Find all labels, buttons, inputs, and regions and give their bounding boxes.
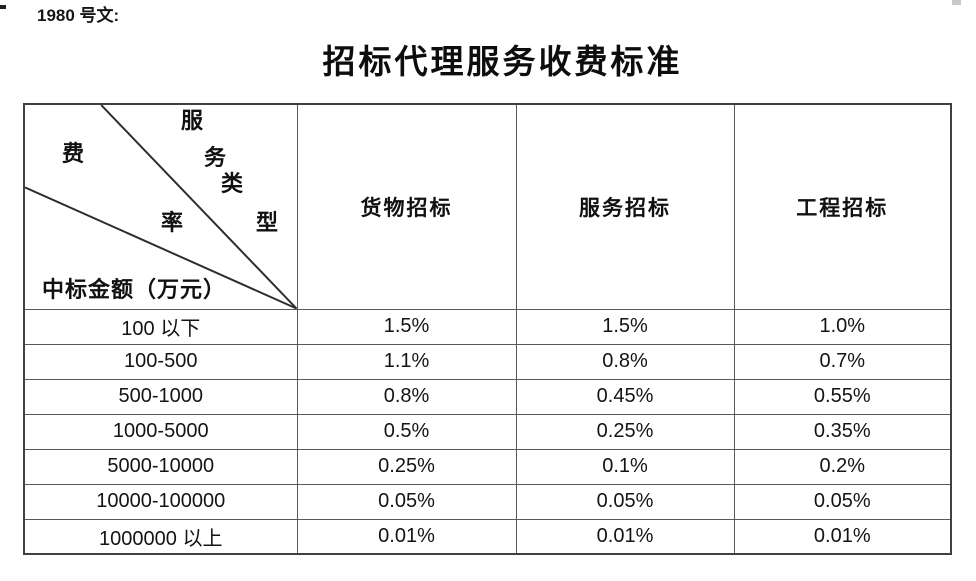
fee-cell: 0.25% (296, 448, 517, 485)
fee-cell: 0.45% (515, 378, 735, 415)
fee-cell: 0.01% (296, 518, 517, 555)
fee-cell: 0.1% (515, 448, 735, 485)
fee-cell: 1.1% (296, 343, 517, 380)
fee-cell: 0.2% (733, 448, 952, 485)
table-row: 5000-10000 0.25% 0.1% 0.2% (23, 448, 952, 485)
row-label: 100 以下 (23, 308, 298, 345)
row-label: 1000000 以上 (23, 518, 298, 555)
corner-label-type-char-4: 型 (255, 210, 279, 235)
fee-cell: 0.01% (733, 518, 952, 555)
doc-number: 1980 号文: (37, 6, 120, 25)
fee-cell: 1.5% (515, 308, 735, 345)
diagonal-corner-cell: 费 率 服 务 类 型 中标金额（万元） (23, 103, 298, 310)
table-header-row: 费 率 服 务 类 型 中标金额（万元） 货物招标 服务招标 工程招标 (23, 103, 952, 310)
row-label: 500-1000 (23, 378, 298, 415)
table-row: 500-1000 0.8% 0.45% 0.55% (23, 378, 952, 415)
fee-cell: 0.25% (515, 413, 735, 450)
column-header-works: 工程招标 (733, 103, 952, 310)
fee-cell: 0.01% (515, 518, 735, 555)
fee-cell: 0.8% (296, 378, 517, 415)
fee-cell: 0.05% (296, 483, 517, 520)
row-label: 10000-100000 (23, 483, 298, 520)
fee-cell: 0.05% (733, 483, 952, 520)
fee-cell: 0.5% (296, 413, 517, 450)
fee-cell: 1.0% (733, 308, 952, 345)
row-label: 1000-5000 (23, 413, 298, 450)
diagonal-lines (25, 105, 296, 308)
fee-cell: 0.55% (733, 378, 952, 415)
left-edge-artifact (0, 5, 6, 9)
table-row: 10000-100000 0.05% 0.05% 0.05% (23, 483, 952, 520)
fee-cell: 0.05% (515, 483, 735, 520)
row-label: 100-500 (23, 343, 298, 380)
table-row: 100 以下 1.5% 1.5% 1.0% (23, 308, 952, 345)
fee-cell: 0.35% (733, 413, 952, 450)
fee-cell: 0.7% (733, 343, 952, 380)
corner-label-service-char: 服 (180, 108, 204, 133)
table-row: 1000000 以上 0.01% 0.01% 0.01% (23, 518, 952, 555)
fee-standard-table: 费 率 服 务 类 型 中标金额（万元） 货物招标 服务招标 工程招标 100 … (23, 103, 952, 555)
top-right-edge-artifact (952, 0, 961, 5)
table-row: 100-500 1.1% 0.8% 0.7% (23, 343, 952, 380)
row-label: 5000-10000 (23, 448, 298, 485)
page-title: 招标代理服务收费标准 (322, 45, 683, 81)
column-header-goods: 货物招标 (296, 103, 517, 310)
corner-label-bid-amount: 中标金额（万元） (42, 277, 227, 302)
fee-cell: 0.8% (515, 343, 735, 380)
corner-label-type-char-2: 务 (203, 145, 227, 170)
fee-cell: 1.5% (296, 308, 517, 345)
column-header-services: 服务招标 (515, 103, 735, 310)
corner-label-fee-char: 费 (61, 141, 85, 166)
corner-label-type-char-3: 类 (220, 171, 244, 196)
corner-label-rate-char: 率 (160, 210, 184, 235)
table-row: 1000-5000 0.5% 0.25% 0.35% (23, 413, 952, 450)
